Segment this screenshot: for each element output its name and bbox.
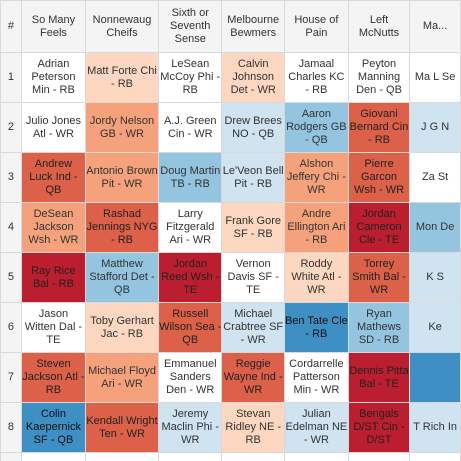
pick-cell: Pierre Garcon Wsh - WR [347, 152, 411, 203]
pick-cell: Colin Kaepernick SF - QB [20, 402, 86, 453]
round-number: 2 [0, 102, 22, 153]
pick-cell: Peyton Manning Den - QB [347, 52, 411, 103]
pick-cell [347, 452, 411, 461]
round-number: 3 [0, 152, 22, 203]
pick-cell: Russell Wilson Sea - QB [158, 302, 223, 353]
pick-cell: Torrey Smith Bal - WR [347, 252, 411, 303]
team-header: Nonnewaug Cheifs [84, 0, 160, 53]
pick-cell: Matthew Stafford Det - QB [84, 252, 160, 303]
pick-cell: Za St [409, 152, 461, 203]
round-row: 7 Steven Jackson Atl - RB Michael Floyd Ar… [0, 352, 461, 403]
pick-cell: Michael Floyd Ari - WR [84, 352, 160, 403]
round-row [0, 452, 461, 461]
pick-cell: Roddy White Atl - WR [283, 252, 349, 303]
round-number: 7 [0, 352, 22, 403]
pick-cell [221, 452, 285, 461]
pick-cell: Stevan Ridley NE - RB [221, 402, 285, 453]
round-row: 4 DeSean Jackson Wsh - WR Rashad Jennings … [0, 202, 461, 253]
pick-cell: Ke [409, 302, 461, 353]
pick-cell: Michael Crabtree SF - WR [221, 302, 285, 353]
pick-cell: Kendall Wright Ten - WR [84, 402, 160, 453]
pick-cell: Adrian Peterson Min - RB [20, 52, 86, 103]
pick-cell: Cordarrelle Patterson Min - WR [283, 352, 349, 403]
pick-cell: DeSean Jackson Wsh - WR [20, 202, 86, 253]
team-header: So Many Feels [20, 0, 86, 53]
pick-cell: Calvin Johnson Det - WR [221, 52, 285, 103]
round-row: 1 Adrian Peterson Min - RB Matt Forte Chi … [0, 52, 461, 103]
pick-cell: LeSean McCoy Phi - RB [158, 52, 223, 103]
corner-header: # [0, 0, 22, 53]
pick-cell: Ben Tate Cle - RB [283, 302, 349, 353]
pick-cell: Aaron Rodgers GB - QB [283, 102, 349, 153]
pick-cell: Mon De [409, 202, 461, 253]
round-row: 8 Colin Kaepernick SF - QB Kendall Wright … [0, 402, 461, 453]
pick-cell: Julio Jones Atl - WR [20, 102, 86, 153]
pick-cell: Giovani Bernard Cin - RB [347, 102, 411, 153]
pick-cell: Jordan Reed Wsh - TE [158, 252, 223, 303]
pick-cell: Alshon Jeffery Chi - WR [283, 152, 349, 203]
pick-cell: A.J. Green Cin - WR [158, 102, 223, 153]
pick-cell [20, 452, 86, 461]
round-number: 8 [0, 402, 22, 453]
round-row: 6 Jason Witten Dal - TE Toby Gerhart Jac -… [0, 302, 461, 353]
team-header: Ma... [409, 0, 461, 53]
round-row: 2 Julio Jones Atl - WR Jordy Nelson GB - W… [0, 102, 461, 153]
pick-cell: Rashad Jennings NYG - RB [84, 202, 160, 253]
header-row: # So Many Feels Nonnewaug Cheifs Sixth or … [0, 0, 461, 53]
pick-cell: Vernon Davis SF - TE [221, 252, 285, 303]
team-header: Sixth or Seventh Sense [158, 0, 223, 53]
pick-cell: Jamaal Charles KC - RB [283, 52, 349, 103]
pick-cell [84, 452, 160, 461]
pick-cell: Doug Martin TB - RB [158, 152, 223, 203]
pick-cell: Jordan Cameron Cle - TE [347, 202, 411, 253]
round-row: 5 Ray Rice Bal - RB Matthew Stafford Det -… [0, 252, 461, 303]
pick-cell: Larry Fitzgerald Ari - WR [158, 202, 223, 253]
round-number: 5 [0, 252, 22, 303]
pick-cell: Jason Witten Dal - TE [20, 302, 86, 353]
pick-cell: Andre Ellington Ari - RB [283, 202, 349, 253]
round-number [0, 452, 22, 461]
team-header: House of Pain [283, 0, 349, 53]
pick-cell: Jeremy Maclin Phi - WR [158, 402, 223, 453]
pick-cell: Ryan Mathews SD - RB [347, 302, 411, 353]
round-row: 3 Andrew Luck Ind - QB Antonio Brown Pit -… [0, 152, 461, 203]
pick-cell: Le'Veon Bell Pit - RB [221, 152, 285, 203]
pick-cell: Jordy Nelson GB - WR [84, 102, 160, 153]
pick-cell: Matt Forte Chi - RB [84, 52, 160, 103]
pick-cell: Ma L Se [409, 52, 461, 103]
pick-rows: 1 Adrian Peterson Min - RB Matt Forte Chi … [0, 52, 461, 461]
pick-cell: J G N [409, 102, 461, 153]
pick-cell: Toby Gerhart Jac - RB [84, 302, 160, 353]
pick-cell: Drew Brees NO - QB [221, 102, 285, 153]
pick-cell: Antonio Brown Pit - WR [84, 152, 160, 203]
pick-cell: Emmanuel Sanders Den - WR [158, 352, 223, 403]
pick-cell: Reggie Wayne Ind - WR [221, 352, 285, 403]
round-number: 1 [0, 52, 22, 103]
pick-cell: Ray Rice Bal - RB [20, 252, 86, 303]
pick-cell: Frank Gore SF - RB [221, 202, 285, 253]
pick-cell: T Rich In [409, 402, 461, 453]
pick-cell: Dennis Pitta Bal - TE [347, 352, 411, 403]
pick-cell: Bengals D/ST Cin - D/ST [347, 402, 411, 453]
pick-cell: Julian Edelman NE - WR [283, 402, 349, 453]
pick-cell: Andrew Luck Ind - QB [20, 152, 86, 203]
pick-cell [409, 452, 461, 461]
pick-cell [283, 452, 349, 461]
pick-cell: Steven Jackson Atl - RB [20, 352, 86, 403]
pick-cell [158, 452, 223, 461]
round-number: 6 [0, 302, 22, 353]
pick-cell: K S [409, 252, 461, 303]
round-number: 4 [0, 202, 22, 253]
team-header: Left McNutts [347, 0, 411, 53]
pick-cell [409, 352, 461, 403]
team-header: Melbourne Bewmers [221, 0, 285, 53]
